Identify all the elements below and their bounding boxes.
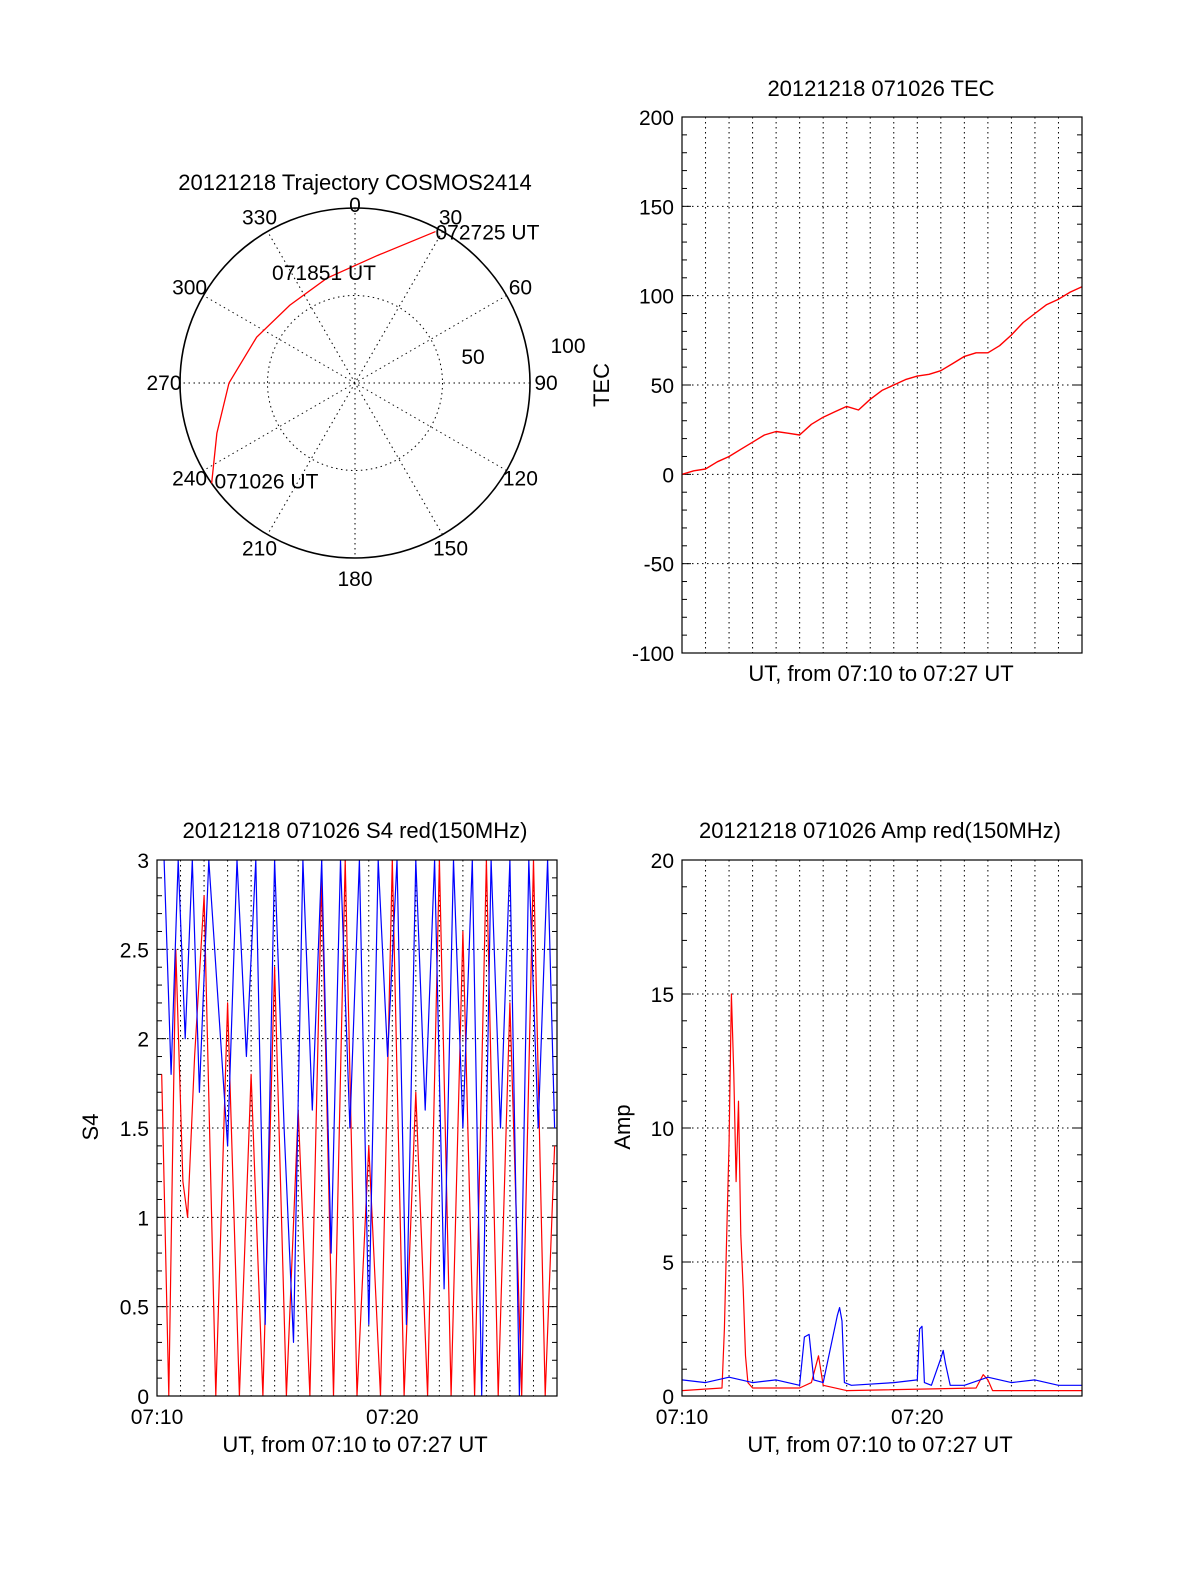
y-tick-label: 2.5: [120, 939, 149, 962]
grid-lines: 0 5 10 15 20 07:10 07:20: [651, 850, 1082, 1429]
s4-plot: 20121218 071026 S4 red(150MHz) UT, from …: [78, 818, 558, 1457]
y-tick-label: 0: [662, 1386, 674, 1409]
y-tick-label: 10: [651, 1118, 674, 1141]
s4-ylabel: S4: [78, 1114, 103, 1141]
grid-lines: 0 0.5 1 1.5 2 2.5 3 07:10 07:20: [120, 850, 557, 1429]
amp-plot: 20121218 071026 Amp red(150MHz) UT, from…: [610, 818, 1083, 1457]
polar-trajectory: [211, 230, 436, 484]
series-line-1: [682, 993, 1082, 1392]
tec-xlabel: UT, from 07:10 to 07:27 UT: [748, 661, 1013, 686]
y-tick-label: -50: [644, 554, 674, 577]
y-tick-label: 20: [651, 850, 674, 873]
polar-azimuth-labels: 0 30 60 90 120 150 180 210 240 270 300 330 50 100: [146, 194, 585, 591]
data-series: [682, 286, 1082, 475]
polar-radial-label: 50: [461, 346, 484, 369]
grid-lines: -100 -50 0 50 100 150 200: [632, 107, 1082, 666]
polar-azimuth-label: 0: [349, 194, 361, 217]
polar-azimuth-label: 90: [534, 372, 557, 395]
amp-title: 20121218 071026 Amp red(150MHz): [699, 818, 1061, 843]
polar-azimuth-label: 330: [242, 207, 277, 230]
tec-plot: 20121218 071026 TEC UT, from 07:10 to 07…: [589, 76, 1083, 686]
data-series: [161, 860, 556, 1396]
y-tick-label: 0.5: [120, 1297, 149, 1320]
polar-azimuth-label: 120: [503, 468, 538, 491]
trajectory-polar-plot: 20121218 Trajectory COSMOS2414 0 30 60 90 12…: [146, 170, 585, 591]
s4-title: 20121218 071026 S4 red(150MHz): [183, 818, 528, 843]
y-tick-label: 100: [639, 286, 674, 309]
polar-trajectory-line: [211, 230, 436, 484]
y-tick-label: 5: [662, 1252, 674, 1275]
tec-title: 20121218 071026 TEC: [767, 76, 994, 101]
polar-azimuth-label: 270: [146, 372, 181, 395]
series-line-2: [682, 1307, 1082, 1386]
amp-xlabel: UT, from 07:10 to 07:27 UT: [747, 1432, 1012, 1457]
x-tick-label: 07:10: [131, 1406, 184, 1429]
amp-ylabel: Amp: [610, 1104, 635, 1149]
y-tick-label: 0: [662, 464, 674, 487]
series-line-2: [163, 860, 556, 1396]
polar-azimuth-label: 30: [439, 207, 462, 230]
polar-azimuth-label: 150: [433, 537, 468, 560]
s4-xlabel: UT, from 07:10 to 07:27 UT: [222, 1432, 487, 1457]
y-tick-label: 2: [137, 1029, 149, 1052]
polar-azimuth-label: 240: [172, 468, 207, 491]
polar-title: 20121218 Trajectory COSMOS2414: [178, 170, 531, 195]
y-tick-label: 0: [137, 1386, 149, 1409]
x-tick-label: 07:10: [656, 1406, 709, 1429]
y-tick-label: 1: [137, 1207, 149, 1230]
y-tick-label: 15: [651, 984, 674, 1007]
plot-frame: [681, 116, 1083, 654]
polar-time-annotation: 071026 UT: [215, 470, 319, 493]
y-tick-label: -100: [632, 643, 674, 666]
polar-azimuth-label: 60: [509, 277, 532, 300]
y-tick-label: 50: [651, 375, 674, 398]
polar-grid: [179, 207, 531, 559]
polar-time-annotation: 071851 UT: [272, 262, 376, 285]
polar-spoke: [267, 231, 443, 535]
tec-ylabel: TEC: [589, 363, 614, 407]
polar-azimuth-label: 300: [172, 277, 207, 300]
plot-frame: [681, 859, 1083, 1397]
polar-radial-label: 100: [550, 335, 585, 358]
x-tick-label: 07:20: [366, 1406, 419, 1429]
y-tick-label: 1.5: [120, 1118, 149, 1141]
y-tick-label: 3: [137, 850, 149, 873]
series-line-1: [682, 286, 1082, 475]
y-tick-label: 200: [639, 107, 674, 130]
polar-azimuth-label: 180: [337, 568, 372, 591]
data-series: [682, 993, 1082, 1392]
series-line-1: [161, 860, 556, 1396]
polar-inner-circle: [267, 295, 443, 471]
polar-azimuth-label: 210: [242, 537, 277, 560]
polar-annotations: 072725 UT 071851 UT 071026 UT: [215, 222, 540, 494]
y-tick-label: 150: [639, 196, 674, 219]
plot-frame: [156, 859, 558, 1397]
polar-time-annotation: 072725 UT: [436, 222, 540, 245]
x-tick-label: 07:20: [891, 1406, 944, 1429]
